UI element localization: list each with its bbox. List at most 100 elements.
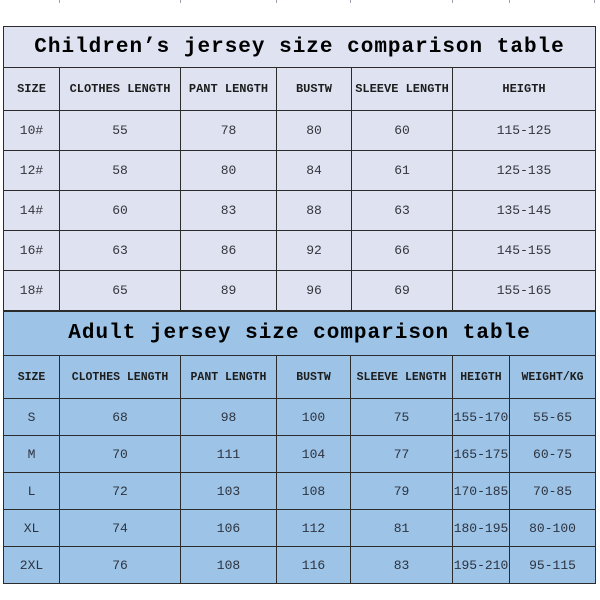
table-cell: 63 <box>59 230 181 271</box>
table-cell: 106 <box>180 509 277 547</box>
table-cell: 155-170 <box>452 398 510 436</box>
table-cell: 18# <box>3 270 60 311</box>
column-header: SIZE <box>3 355 60 399</box>
table-cell: 100 <box>276 398 351 436</box>
cropped-gridline <box>276 0 277 3</box>
cropped-gridline <box>509 0 510 3</box>
table-cell: 83 <box>350 546 453 584</box>
table-cell: 86 <box>180 230 277 271</box>
cropped-gridline <box>350 0 351 3</box>
table-cell: 79 <box>350 472 453 510</box>
children-size-table: Children’s jersey size comparison table … <box>2 26 597 311</box>
table-row: L 72 103 108 79 170-185 70-85 <box>3 472 597 510</box>
table-cell: 170-185 <box>452 472 510 510</box>
table-cell: S <box>3 398 60 436</box>
table-row: 18# 65 89 96 69 155-165 <box>3 270 597 311</box>
table-cell: 81 <box>350 509 453 547</box>
table-cell: 115-125 <box>451 110 597 151</box>
table-cell: 78 <box>180 110 277 151</box>
column-header: HEIGTH <box>452 355 510 399</box>
column-header: PANT LENGTH <box>180 67 277 111</box>
column-header: SLEEVE LENGTH <box>351 67 453 111</box>
table-row: 10# 55 78 80 60 115-125 <box>3 110 597 151</box>
table-cell: 80 <box>180 150 277 191</box>
cropped-gridline <box>594 0 595 3</box>
table-cell: 111 <box>180 435 277 473</box>
table-cell: 16# <box>3 230 60 271</box>
column-header: PANT LENGTH <box>180 355 277 399</box>
table-cell: 2XL <box>3 546 60 584</box>
adult-table-body: S 68 98 100 75 155-170 55-65 M 70 111 104 77 165-175… <box>3 398 597 584</box>
table-cell: 60 <box>59 190 181 231</box>
column-header: SIZE <box>3 67 60 111</box>
table-cell: 112 <box>276 509 351 547</box>
table-cell: 60-75 <box>508 435 597 473</box>
table-cell: 80-100 <box>508 509 597 547</box>
table-cell: 63 <box>351 190 453 231</box>
table-cell: 108 <box>180 546 277 584</box>
table-cell: 68 <box>59 398 181 436</box>
adult-table-title: Adult jersey size comparison table <box>2 311 597 356</box>
table-cell: 88 <box>276 190 352 231</box>
table-cell: 55 <box>59 110 181 151</box>
table-cell: 69 <box>351 270 453 311</box>
table-cell: 180-195 <box>452 509 510 547</box>
table-cell: 145-155 <box>451 230 597 271</box>
table-row: M 70 111 104 77 165-175 60-75 <box>3 435 597 473</box>
adult-table-header-row: SIZE CLOTHES LENGTH PANT LENGTH BUSTW SLEEVE… <box>3 355 597 399</box>
column-header: BUSTW <box>276 67 352 111</box>
table-row: 14# 60 83 88 63 135-145 <box>3 190 597 231</box>
column-header: CLOTHES LENGTH <box>59 355 181 399</box>
children-table-header-row: SIZE CLOTHES LENGTH PANT LENGTH BUSTW SLEEVE… <box>3 67 597 111</box>
table-row: S 68 98 100 75 155-170 55-65 <box>3 398 597 436</box>
children-table-title-row: Children’s jersey size comparison table <box>2 26 597 68</box>
table-cell: 10# <box>3 110 60 151</box>
table-cell: 116 <box>276 546 351 584</box>
cropped-gridline <box>180 0 181 3</box>
table-cell: 84 <box>276 150 352 191</box>
table-cell: 66 <box>351 230 453 271</box>
table-cell: 92 <box>276 230 352 271</box>
table-cell: 70 <box>59 435 181 473</box>
table-cell: 74 <box>59 509 181 547</box>
table-cell: 80 <box>276 110 352 151</box>
table-cell: 70-85 <box>508 472 597 510</box>
table-cell: 58 <box>59 150 181 191</box>
table-cell: 95-115 <box>508 546 597 584</box>
table-cell: 72 <box>59 472 181 510</box>
table-cell: 12# <box>3 150 60 191</box>
table-cell: 83 <box>180 190 277 231</box>
column-header: SLEEVE LENGTH <box>350 355 453 399</box>
table-cell: 108 <box>276 472 351 510</box>
adult-table-title-row: Adult jersey size comparison table <box>2 311 597 356</box>
column-header: WEIGHT/KG <box>508 355 597 399</box>
column-header: HEIGTH <box>451 67 597 111</box>
table-cell: L <box>3 472 60 510</box>
table-cell: 165-175 <box>452 435 510 473</box>
table-row: 16# 63 86 92 66 145-155 <box>3 230 597 271</box>
table-cell: XL <box>3 509 60 547</box>
table-cell: 98 <box>180 398 277 436</box>
column-header: BUSTW <box>276 355 351 399</box>
table-cell: 103 <box>180 472 277 510</box>
table-cell: 60 <box>351 110 453 151</box>
table-cell: 195-210 <box>452 546 510 584</box>
adult-size-table: Adult jersey size comparison table SIZE C… <box>2 311 597 584</box>
table-cell: 61 <box>351 150 453 191</box>
table-cell: 65 <box>59 270 181 311</box>
table-cell: 135-145 <box>451 190 597 231</box>
table-cell: 14# <box>3 190 60 231</box>
table-cell: 77 <box>350 435 453 473</box>
cropped-gridline <box>59 0 60 3</box>
children-table-body: 10# 55 78 80 60 115-125 12# 58 80 84 61 125-135 14# 6… <box>3 110 597 311</box>
table-row: XL 74 106 112 81 180-195 80-100 <box>3 509 597 547</box>
table-cell: 125-135 <box>451 150 597 191</box>
column-header: CLOTHES LENGTH <box>59 67 181 111</box>
table-cell: 104 <box>276 435 351 473</box>
children-table-title: Children’s jersey size comparison table <box>2 26 597 68</box>
table-cell: 75 <box>350 398 453 436</box>
table-cell: 76 <box>59 546 181 584</box>
table-cell: 155-165 <box>451 270 597 311</box>
table-cell: 55-65 <box>508 398 597 436</box>
